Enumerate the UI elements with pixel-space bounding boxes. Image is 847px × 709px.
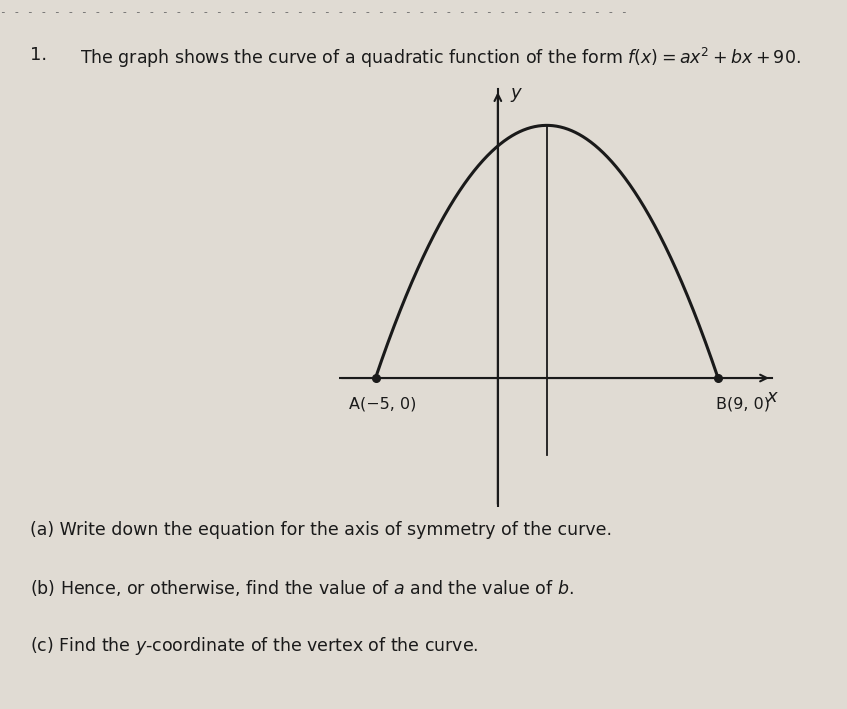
- Text: A(−5, 0): A(−5, 0): [349, 396, 417, 411]
- Text: B(9, 0): B(9, 0): [716, 396, 770, 411]
- Text: y: y: [510, 84, 521, 102]
- Text: 1.: 1.: [30, 46, 47, 64]
- Text: (b) Hence, or otherwise, find the value of $a$ and the value of $b$.: (b) Hence, or otherwise, find the value …: [30, 578, 573, 598]
- Text: (c) Find the $y$-coordinate of the vertex of the curve.: (c) Find the $y$-coordinate of the verte…: [30, 635, 478, 657]
- Text: x: x: [767, 389, 777, 406]
- Text: (a) Write down the equation for the axis of symmetry of the curve.: (a) Write down the equation for the axis…: [30, 521, 612, 539]
- Text: - - - - - - - - - - - - - - - - - - - - - - - - - - - - - - - - - - - - - - - - : - - - - - - - - - - - - - - - - - - - - …: [0, 7, 628, 17]
- Text: The graph shows the curve of a quadratic function of the form $f(x) = ax^2 + bx : The graph shows the curve of a quadratic…: [80, 46, 801, 70]
